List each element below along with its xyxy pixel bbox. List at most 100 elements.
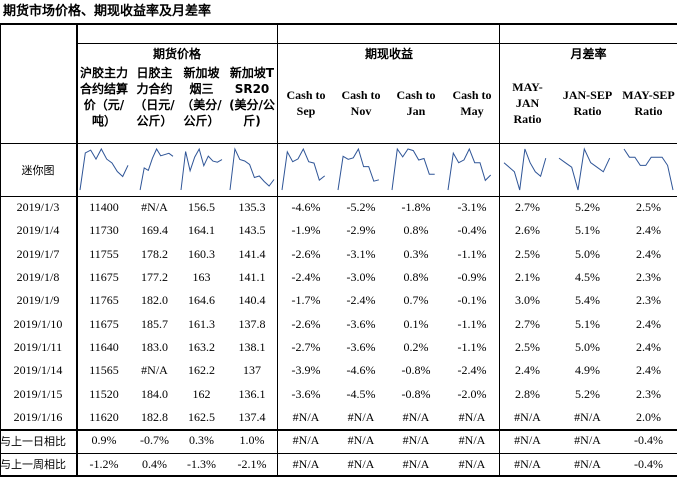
table-cell: 2.5% (515, 339, 540, 354)
summary-cell: #N/A (402, 433, 430, 448)
table-cell: 160.3 (188, 246, 215, 261)
sparkline-chart (337, 147, 380, 191)
sparkline-series (180, 147, 223, 191)
table-cell: 161.3 (188, 316, 215, 331)
table-cell: 2.0% (636, 409, 661, 424)
table-cell: 2.3% (636, 270, 661, 285)
table-cell: 162.5 (188, 409, 215, 424)
table-cell: #N/A (458, 409, 486, 424)
group-header-futures: 期货价格 (152, 46, 201, 61)
sparkline-series (79, 147, 129, 191)
table-cell: -3.6% (291, 386, 321, 401)
table-cell: 2.1% (515, 270, 540, 285)
table-cell: 5.0% (575, 246, 600, 261)
sparkline-series (337, 147, 380, 191)
summary-cell: -1.3% (187, 456, 216, 471)
table-cell: -2.7% (291, 339, 321, 354)
table-cell: #N/A (514, 409, 541, 424)
sparkline-chart (281, 147, 326, 191)
table-cell: 178.2 (141, 246, 168, 261)
table-cell: -4.6% (291, 200, 321, 215)
table-cell: 5.0% (575, 339, 600, 354)
table-cell: -2.4% (457, 363, 487, 378)
summary-cell: #N/A (402, 456, 430, 471)
table-cell: 0.7% (403, 293, 429, 308)
summary-cell: #N/A (514, 456, 541, 471)
table-cell: -2.4% (291, 270, 321, 285)
table-cell: 135.3 (238, 200, 266, 215)
table-cell: 2.7% (515, 200, 540, 215)
column-header: Cash to Nov (341, 88, 381, 118)
table-cell: #N/A (574, 409, 601, 424)
table-cell: -3.1% (346, 246, 376, 261)
label-column-border (76, 23, 78, 476)
row-date: 2019/1/9 (16, 293, 60, 308)
sparkline-chart (623, 148, 674, 191)
table-cell: 143.5 (238, 223, 266, 238)
table-cell: 182.0 (141, 293, 168, 308)
table-top-border (0, 23, 677, 25)
table-cell: 0.8% (403, 223, 429, 238)
table-cell: #N/A (402, 409, 430, 424)
sparkline-series (229, 147, 275, 191)
table-cell: -4.5% (346, 386, 376, 401)
summary-label: 与上一周相比 (0, 458, 66, 472)
table-cell: 5.2% (575, 386, 600, 401)
table-cell: 177.2 (141, 270, 168, 285)
table-cell: 11520 (89, 386, 119, 401)
row-date: 2019/1/15 (13, 386, 63, 401)
row-date: 2019/1/11 (13, 339, 63, 354)
table-cell: -0.8% (401, 363, 431, 378)
sparkline-series (503, 148, 547, 191)
table-cell: 5.1% (575, 316, 600, 331)
table-cell: #N/A (141, 363, 168, 378)
sparkline-chart (391, 147, 435, 191)
table-cell: 140.4 (238, 293, 266, 308)
table-cell: 5.2% (575, 200, 600, 215)
table-cell: -2.6% (291, 246, 321, 261)
table-cell: -1.1% (457, 316, 487, 331)
table-cell: 162.2 (188, 363, 215, 378)
table-cell: #N/A (347, 409, 375, 424)
summary-top-border (0, 429, 677, 431)
table-cell: 0.3% (403, 246, 429, 261)
table-cell: -2.0% (457, 386, 487, 401)
summary-cell: #N/A (458, 433, 486, 448)
summary-cell: #N/A (574, 456, 601, 471)
table-cell: 2.3% (636, 386, 661, 401)
table-cell: -2.6% (291, 316, 321, 331)
row-date: 2019/1/3 (16, 200, 60, 215)
table-cell: 0.8% (403, 270, 429, 285)
table-cell: 11640 (89, 339, 119, 354)
table-cell: -0.8% (401, 386, 431, 401)
table-cell: 137.8 (238, 316, 266, 331)
table-cell: -0.9% (457, 270, 487, 285)
table-cell: 2.4% (636, 246, 661, 261)
sparkline-chart (139, 147, 174, 191)
table-cell: 2.4% (636, 363, 661, 378)
summary-cell: #N/A (458, 456, 486, 471)
table-cell: -3.0% (346, 270, 376, 285)
table-cell: #N/A (292, 409, 320, 424)
table-cell: 2.8% (515, 386, 540, 401)
table-cell: 2.4% (515, 363, 540, 378)
sparkline-chart (180, 147, 223, 191)
column-header: Cash to Jan (396, 88, 436, 118)
table-cell: 2.7% (515, 316, 540, 331)
table-cell: -1.7% (291, 293, 321, 308)
table-cell: 156.5 (188, 200, 215, 215)
column-header: 新加坡TSR20(美分/公斤) (229, 66, 275, 128)
row-date: 2019/1/7 (16, 246, 60, 261)
table-cell: 5.4% (575, 293, 600, 308)
table-cell: -4.6% (346, 363, 376, 378)
table-cell: 0.1% (403, 316, 429, 331)
summary-cell: -2.1% (237, 456, 267, 471)
table-cell: -2.4% (346, 293, 376, 308)
column-header: Cash to May (452, 88, 492, 118)
sparkline-series (623, 148, 674, 191)
table-cell: -1.8% (401, 200, 431, 215)
column-header: Cash to Sep (286, 88, 326, 118)
table-cell: 185.7 (141, 316, 168, 331)
table-cell: -0.4% (457, 223, 487, 238)
table-cell: 3.0% (515, 293, 540, 308)
